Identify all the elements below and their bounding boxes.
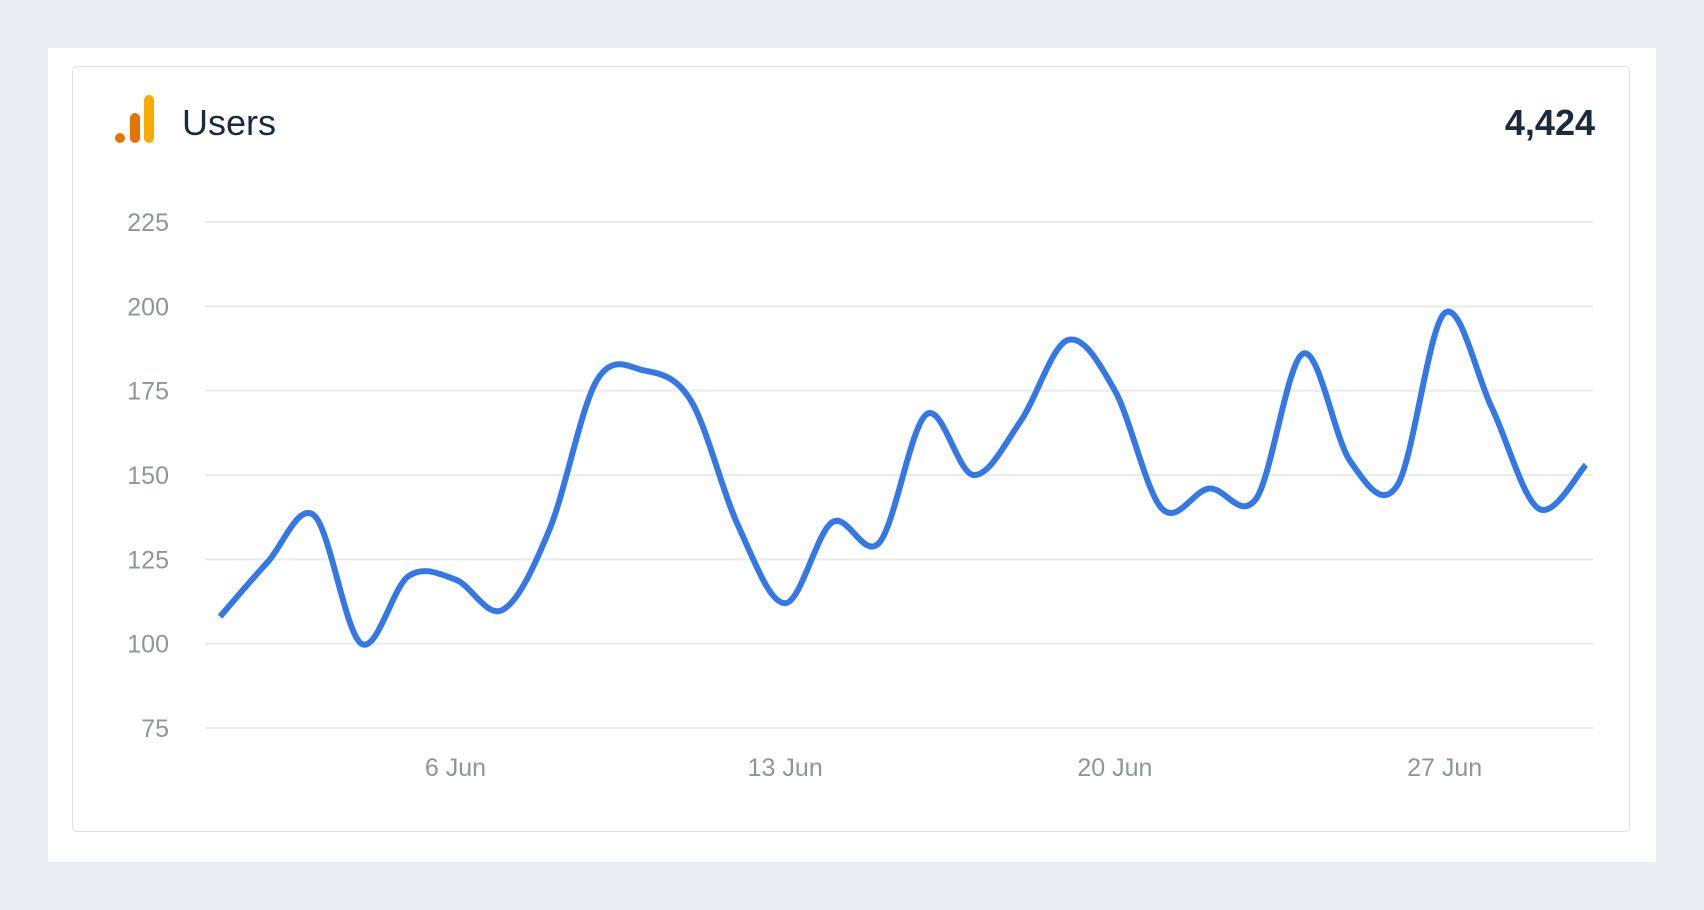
y-tick-label: 100 (127, 631, 169, 659)
data-point-day-17[interactable] (964, 465, 984, 485)
data-point-day-9[interactable] (587, 371, 607, 391)
card-header: Users 4,424 (112, 95, 1595, 153)
x-axis-ticks: 6 Jun 13 Jun 20 Jun 27 Jun (425, 754, 1482, 782)
x-tick-label: 13 Jun (748, 754, 823, 782)
y-tick-label: 75 (141, 715, 169, 743)
y-tick-label: 225 (127, 209, 169, 237)
y-tick-label: 150 (127, 462, 169, 490)
data-point-day-4[interactable] (351, 634, 371, 654)
card-total-value: 4,424 (1504, 102, 1595, 143)
data-point-day-5[interactable] (398, 566, 418, 586)
data-point-day-10[interactable] (634, 360, 654, 380)
ga-icon-dot (115, 133, 125, 143)
users-metric-card: Users 4,424 (72, 66, 1630, 832)
data-point-day-1[interactable] (210, 607, 230, 627)
x-tick-label: 27 Jun (1407, 754, 1482, 782)
x-tick-label: 20 Jun (1077, 754, 1152, 782)
page-background-panel: Users 4,424 (48, 48, 1656, 862)
data-point-day-26[interactable] (1388, 475, 1408, 495)
data-point-day-7[interactable] (493, 600, 513, 620)
data-point-day-24[interactable] (1293, 344, 1313, 364)
data-point-day-13[interactable] (775, 593, 795, 613)
y-axis-ticks: 75 100 125 150 175 200 225 (127, 209, 169, 743)
data-point-day-2[interactable] (257, 553, 277, 573)
data-point-day-16[interactable] (917, 404, 937, 424)
data-point-day-25[interactable] (1340, 452, 1360, 472)
y-tick-label: 200 (127, 293, 169, 321)
chart-series (210, 303, 1596, 654)
data-point-day-14[interactable] (822, 512, 842, 532)
data-point-day-11[interactable] (681, 391, 701, 411)
data-point-day-15[interactable] (869, 532, 889, 552)
data-point-day-20[interactable] (1105, 381, 1125, 401)
data-point-day-30[interactable] (1576, 455, 1596, 475)
data-point-day-18[interactable] (1011, 411, 1031, 431)
data-point-day-8[interactable] (540, 519, 560, 539)
data-point-day-19[interactable] (1058, 330, 1078, 350)
x-tick-label: 6 Jun (425, 754, 486, 782)
data-point-day-28[interactable] (1482, 398, 1502, 418)
ga-icon-mid-bar (130, 113, 140, 143)
card-title: Users (182, 102, 277, 143)
data-point-day-22[interactable] (1199, 478, 1219, 498)
y-tick-label: 175 (127, 378, 169, 406)
data-point-day-3[interactable] (304, 505, 324, 525)
data-point-day-27[interactable] (1435, 303, 1455, 323)
series-line-0 (217, 308, 1589, 648)
data-point-day-12[interactable] (728, 516, 748, 536)
data-point-day-29[interactable] (1529, 499, 1549, 519)
data-point-day-21[interactable] (1152, 499, 1172, 519)
y-tick-label: 125 (127, 546, 169, 574)
chart-grid (205, 221, 1593, 729)
google-analytics-icon (115, 95, 154, 143)
data-point-day-23[interactable] (1246, 489, 1266, 509)
data-point-day-6[interactable] (446, 570, 466, 590)
ga-icon-tall-bar (144, 95, 154, 143)
